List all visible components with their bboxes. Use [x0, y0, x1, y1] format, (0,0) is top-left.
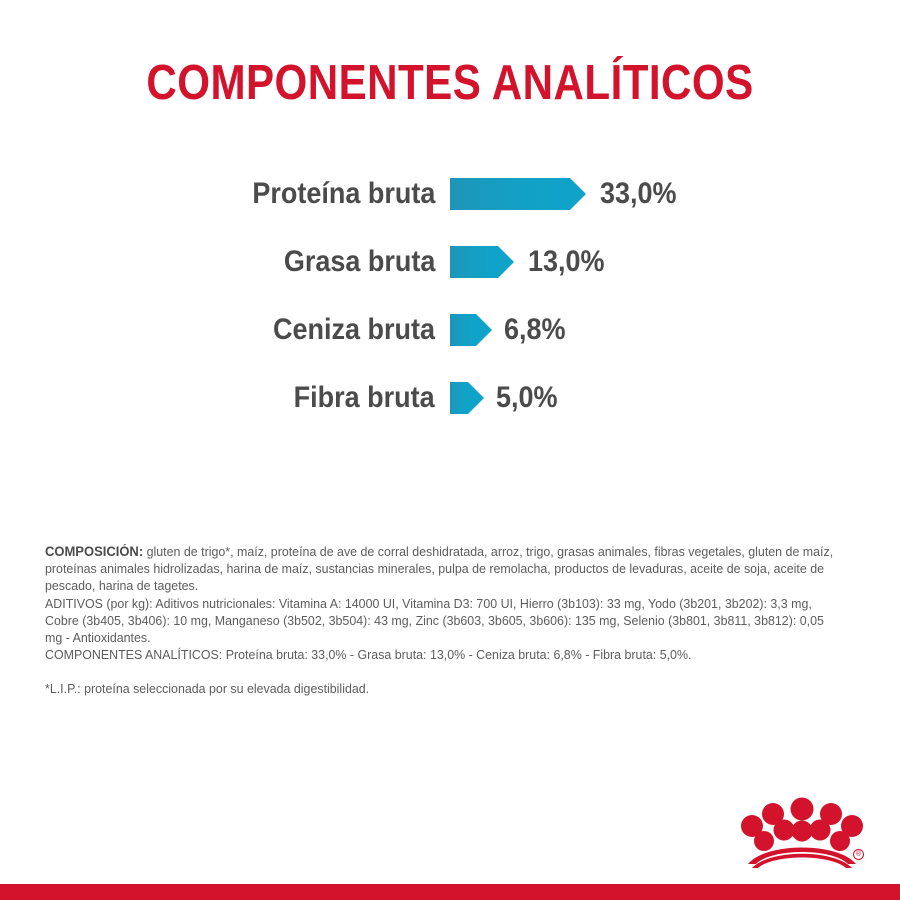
chart-bar-wrap [450, 228, 514, 296]
footer-red-bar [0, 884, 900, 900]
chart-row-value: 6,8% [504, 313, 566, 346]
chart-bar-wrap [450, 160, 586, 228]
analytical-components-chart: Proteína bruta 33,0% Grasa bruta 13,0% C… [0, 160, 900, 432]
chart-row-label: Grasa bruta [283, 245, 435, 278]
chart-row: Proteína bruta 33,0% [0, 160, 900, 228]
chart-row-value: 33,0% [600, 177, 677, 210]
composition-ingredients: gluten de trigo*, maíz, proteína de ave … [45, 544, 834, 594]
chart-bar-wrap [450, 296, 492, 364]
crown-icon [741, 797, 863, 868]
composition-heading: COMPOSICIÓN: [45, 544, 144, 559]
chart-row-label: Proteína bruta [251, 177, 435, 210]
chart-bar [450, 178, 586, 210]
chart-row-label: Ceniza bruta [272, 313, 435, 346]
chart-bar-wrap [450, 364, 484, 432]
lip-footnote: *L.I.P.: proteína seleccionada por su el… [45, 681, 370, 697]
chart-bar [450, 382, 484, 414]
chart-bar [450, 246, 514, 278]
registered-trademark-mark: ® [853, 849, 864, 860]
chart-row: Ceniza bruta 6,8% [0, 296, 900, 364]
analytical-summary-paragraph: COMPONENTES ANALÍTICOS: Proteína bruta: … [45, 647, 692, 663]
paragraph-spacer [45, 663, 836, 680]
royal-canin-crown-logo: ® [738, 792, 866, 868]
chart-row: Fibra bruta 5,0% [0, 364, 900, 432]
chart-row-value: 5,0% [496, 381, 558, 414]
chart-row: Grasa bruta 13,0% [0, 228, 900, 296]
chart-row-value: 13,0% [528, 245, 605, 278]
chart-bar [450, 314, 492, 346]
chart-row-label: Fibra bruta [293, 381, 435, 414]
additives-paragraph: ADITIVOS (por kg): Aditivos nutricionale… [45, 595, 824, 646]
composition-paragraph: COMPOSICIÓN: gluten de trigo*, maíz, pro… [45, 543, 836, 595]
page-title: COMPONENTES ANALÍTICOS [146, 55, 754, 110]
composition-text-block: COMPOSICIÓN: gluten de trigo*, maíz, pro… [45, 543, 836, 698]
